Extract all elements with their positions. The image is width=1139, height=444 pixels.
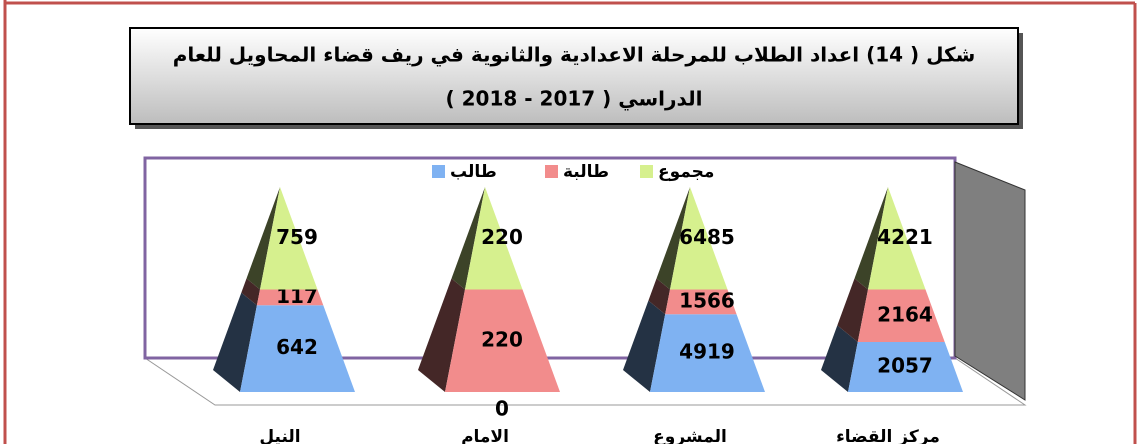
pyramid-segment <box>665 289 737 315</box>
pyramid-side <box>246 187 280 290</box>
data-label: 2164 <box>877 302 933 326</box>
pyramid-segment <box>260 187 318 290</box>
data-label: 4221 <box>877 225 933 249</box>
data-label: 6485 <box>679 225 735 249</box>
x-tick-label: الامام <box>461 427 509 444</box>
pyramid-side <box>451 187 485 290</box>
data-label: 2057 <box>877 354 933 378</box>
data-label: 220 <box>481 225 523 249</box>
legend-swatch <box>432 165 445 178</box>
x-tick-label: مركز القضاء <box>836 427 940 444</box>
pyramid-segment <box>868 187 926 290</box>
pyramid-segment <box>445 289 560 392</box>
data-label: 1566 <box>679 288 735 312</box>
pyramid-side <box>854 187 888 290</box>
frame <box>3 0 1137 444</box>
pyramid-side <box>623 300 666 392</box>
pyramid-segment <box>650 314 765 392</box>
legend-label: طالب <box>450 162 497 182</box>
pyramid-segment <box>465 187 523 290</box>
chart-title: شكل ( 14) اعداد الطلاب للمرحلة الاعدادية… <box>173 43 976 68</box>
data-label: 642 <box>276 335 318 359</box>
pyramid-segment <box>256 289 324 306</box>
pyramid-side <box>656 187 690 290</box>
legend-label: طالبة <box>563 162 609 182</box>
data-label: 220 <box>481 327 523 351</box>
data-label: 4919 <box>679 340 735 364</box>
pyramid-side <box>241 278 260 306</box>
pyramid-side <box>821 325 858 392</box>
pyramid-segment <box>670 187 728 290</box>
side-wall <box>954 161 1026 401</box>
pyramid-segment <box>848 342 963 392</box>
legend-swatch <box>640 165 653 178</box>
data-label: 759 <box>276 225 318 249</box>
data-label: 0 <box>495 397 509 421</box>
pyramid-side <box>837 278 868 343</box>
pyramid-side <box>418 278 465 392</box>
legend-swatch <box>545 165 558 178</box>
x-tick-label: النيل <box>259 427 300 444</box>
pyramid-segment <box>857 289 945 343</box>
x-tick-label: المشروع <box>653 427 727 444</box>
pyramid-side <box>648 278 670 315</box>
legend-label: مجموع <box>658 162 714 182</box>
pyramid-segment <box>240 305 355 392</box>
chart-title: الدراسي ( 2017 - 2018 ) <box>446 87 703 112</box>
title-box <box>129 27 1019 125</box>
pyramid-side <box>213 292 257 392</box>
